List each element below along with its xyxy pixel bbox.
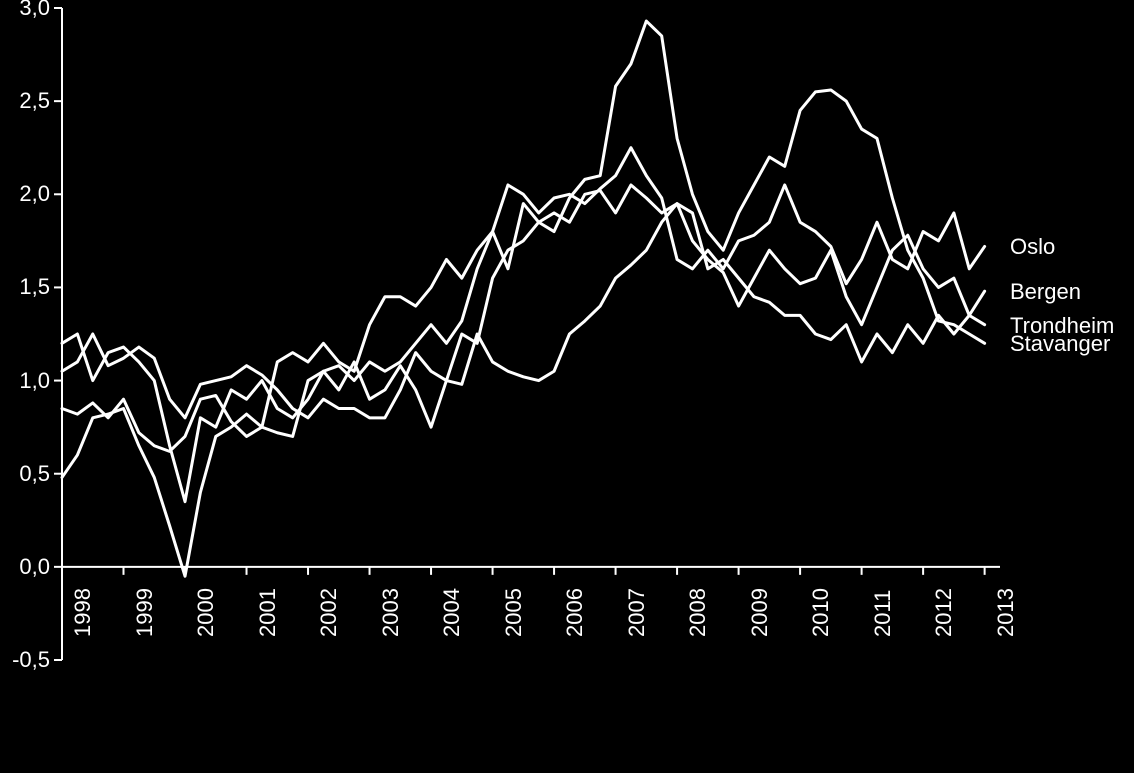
y-tick-label: 1,0 [0,368,50,394]
y-tick-label: 1,5 [0,274,50,300]
line-chart [0,0,1134,773]
x-tick-label: 2009 [747,588,773,637]
legend-label-oslo: Oslo [1010,234,1055,260]
x-tick-label: 2013 [993,588,1019,637]
y-tick-label: -0,5 [0,647,50,673]
x-tick-label: 2002 [316,588,342,637]
y-tick-label: 2,5 [0,88,50,114]
y-tick-label: 0,0 [0,554,50,580]
x-tick-label: 2005 [501,588,527,637]
y-tick-label: 0,5 [0,461,50,487]
x-tick-label: 2003 [378,588,404,637]
x-tick-label: 2001 [255,588,281,637]
x-tick-label: 2008 [685,588,711,637]
x-tick-label: 1999 [132,588,158,637]
y-tick-label: 3,0 [0,0,50,21]
x-tick-label: 2004 [439,588,465,637]
x-tick-label: 2007 [624,588,650,637]
x-tick-label: 2000 [193,588,219,637]
y-tick-label: 2,0 [0,181,50,207]
legend-label-bergen: Bergen [1010,279,1081,305]
legend-label-stavanger: Stavanger [1010,331,1110,357]
x-tick-label: 2012 [931,588,957,637]
x-tick-label: 2010 [808,588,834,637]
x-tick-label: 2006 [562,588,588,637]
x-tick-label: 1998 [70,588,96,637]
x-tick-label: 2011 [870,590,896,637]
